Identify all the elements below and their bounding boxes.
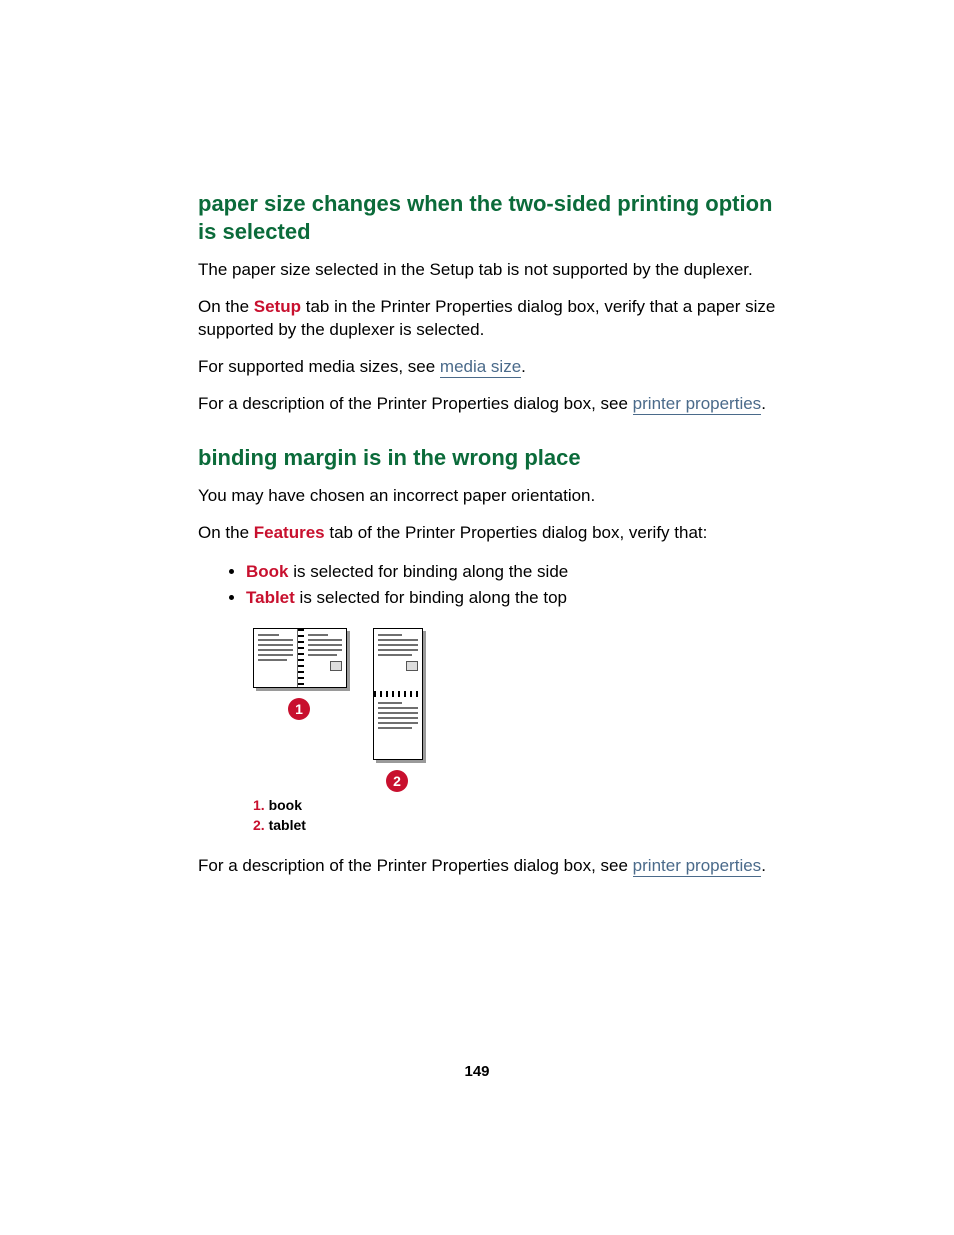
page-number: 149 xyxy=(0,1063,954,1080)
printer-properties-link[interactable]: printer properties xyxy=(633,394,762,415)
printer-properties-link[interactable]: printer properties xyxy=(633,856,762,877)
section1-para3: For supported media sizes, see media siz… xyxy=(198,356,789,379)
list-item: Book is selected for binding along the s… xyxy=(246,559,789,585)
badge-1: 1 xyxy=(288,698,310,720)
tablet-icon xyxy=(373,628,423,760)
section2-para1: You may have chosen an incorrect paper o… xyxy=(198,485,789,508)
tablet-bold: Tablet xyxy=(246,588,295,607)
text: For a description of the Printer Propert… xyxy=(198,856,633,875)
legend-num: 1. xyxy=(253,797,265,813)
book-icon xyxy=(253,628,347,688)
legend-item: 2. tablet xyxy=(253,816,789,836)
badge-2: 2 xyxy=(386,770,408,792)
section1-para4: For a description of the Printer Propert… xyxy=(198,393,789,416)
document-page: paper size changes when the two-sided pr… xyxy=(0,0,954,878)
section2-heading: binding margin is in the wrong place xyxy=(198,444,789,472)
binding-figure: 1 2 xyxy=(253,628,789,788)
setup-bold: Setup xyxy=(254,297,301,316)
text: . xyxy=(761,394,766,413)
tablet-diagram: 2 xyxy=(373,628,423,792)
text: . xyxy=(761,856,766,875)
text: is selected for binding along the top xyxy=(295,588,567,607)
book-bold: Book xyxy=(246,562,289,581)
text: . xyxy=(521,357,526,376)
section1-para1: The paper size selected in the Setup tab… xyxy=(198,259,789,282)
figure-legend: 1. book 2. tablet xyxy=(253,796,789,835)
legend-label: book xyxy=(265,797,302,813)
text: is selected for binding along the side xyxy=(289,562,569,581)
section1-para2: On the Setup tab in the Printer Properti… xyxy=(198,296,789,342)
section2-para-last: For a description of the Printer Propert… xyxy=(198,855,789,878)
text: tab of the Printer Properties dialog box… xyxy=(325,523,708,542)
text: For a description of the Printer Propert… xyxy=(198,394,633,413)
legend-num: 2. xyxy=(253,817,265,833)
text: For supported media sizes, see xyxy=(198,357,440,376)
features-bold: Features xyxy=(254,523,325,542)
legend-item: 1. book xyxy=(253,796,789,816)
bullet-list: Book is selected for binding along the s… xyxy=(198,559,789,610)
book-diagram: 1 xyxy=(253,628,347,720)
text: On the xyxy=(198,297,254,316)
text: On the xyxy=(198,523,254,542)
section2-para2: On the Features tab of the Printer Prope… xyxy=(198,522,789,545)
list-item: Tablet is selected for binding along the… xyxy=(246,585,789,611)
legend-label: tablet xyxy=(265,817,306,833)
media-size-link[interactable]: media size xyxy=(440,357,521,378)
section1-heading: paper size changes when the two-sided pr… xyxy=(198,190,789,245)
